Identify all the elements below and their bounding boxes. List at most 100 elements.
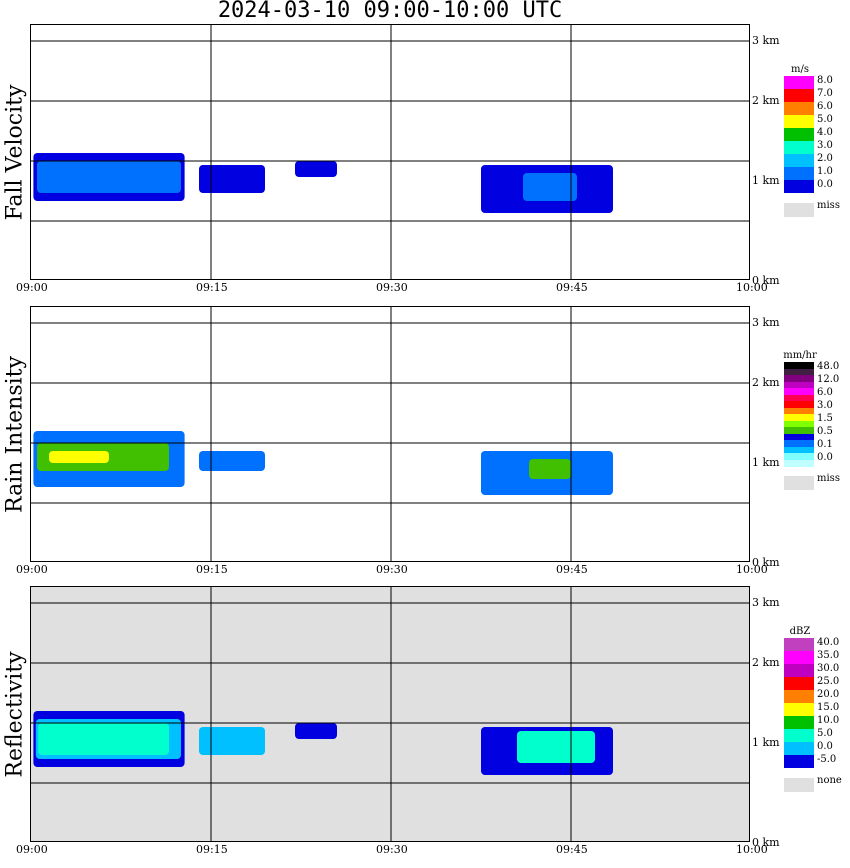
colorbar-swatch [784, 459, 814, 467]
colorbar-label: 10.0 [817, 715, 840, 726]
colorbar-title: mm/hr [783, 350, 817, 361]
colorbar-missing-swatch [784, 778, 814, 792]
colorbar-swatch [784, 677, 814, 690]
x-tick-label: 10:00 [736, 563, 768, 576]
x-tick-label: 09:45 [556, 281, 588, 294]
colorbar-missing-swatch [784, 476, 814, 490]
height-tick-label: 0 km [752, 556, 780, 569]
height-tick-label: 2 km [752, 94, 780, 107]
echo-region [523, 173, 577, 201]
echo-region [37, 161, 181, 193]
plot-svg [31, 25, 749, 279]
colorbar-swatch [784, 664, 814, 677]
colorbar-label: 5.0 [817, 114, 833, 125]
height-tick-label: 1 km [752, 174, 780, 187]
plot-svg [31, 307, 749, 561]
colorbar-label: 0.0 [817, 741, 833, 752]
colorbar-swatch [784, 89, 814, 102]
colorbar-swatch [784, 703, 814, 716]
height-tick-label: 1 km [752, 456, 780, 469]
colorbar-label: 0.0 [817, 452, 833, 463]
colorbar-swatch [784, 420, 814, 428]
colorbar-swatch [784, 115, 814, 128]
y-axis-label: Rain Intensity [2, 356, 28, 513]
colorbar-swatch [784, 375, 814, 382]
colorbar-missing-swatch [784, 203, 814, 217]
colorbar-swatch [784, 427, 814, 434]
colorbar-swatch [784, 394, 814, 402]
height-tick-label: 3 km [752, 596, 780, 609]
colorbar-label: 1.5 [817, 413, 833, 424]
x-tick-label: 09:30 [376, 843, 408, 856]
colorbar-swatch [784, 407, 814, 415]
x-tick-label: 09:45 [556, 843, 588, 856]
colorbar-swatch [784, 414, 814, 421]
x-tick-label: 09:00 [16, 563, 48, 576]
colorbar-label: 20.0 [817, 689, 840, 700]
colorbar-label: 6.0 [817, 101, 833, 112]
colorbar-label: 2.0 [817, 153, 833, 164]
colorbar-swatch [784, 362, 814, 369]
colorbar-swatch [784, 453, 814, 460]
height-tick-label: 0 km [752, 836, 780, 849]
panel-fall-velocity: Fall Velocity 09:00 09:15 09:30 09:45 10:00 3 … [0, 24, 850, 304]
x-tick-label: 09:00 [16, 843, 48, 856]
height-tick-label: 0 km [752, 274, 780, 287]
x-tick-label: 10:00 [736, 281, 768, 294]
x-tick-label: 09:30 [376, 281, 408, 294]
echo-region [295, 723, 337, 739]
colorbar-swatch [784, 381, 814, 389]
panel-reflectivity: Reflectivity 09:00 09:15 09:30 09:45 10:00 3 k… [0, 586, 850, 866]
colorbar-title: dBZ [789, 626, 811, 637]
colorbar-swatch [784, 651, 814, 664]
colorbar-title: m/s [791, 64, 809, 75]
colorbar-label: 35.0 [817, 650, 840, 661]
colorbar-swatch [784, 368, 814, 376]
colorbar-swatch [784, 755, 814, 768]
colorbar-label: 0.1 [817, 439, 833, 450]
echo-region [199, 165, 265, 193]
plot-area [30, 586, 750, 842]
colorbar-label: 48.0 [817, 361, 840, 372]
y-axis-label: Reflectivity [2, 651, 28, 778]
colorbar-label: 7.0 [817, 88, 833, 99]
colorbar-swatch [784, 433, 814, 441]
plot-area [30, 24, 750, 280]
colorbar-label: 0.5 [817, 426, 833, 437]
chart-title: 2024-03-10 09:00-10:00 UTC [217, 0, 563, 23]
colorbar-missing-label: miss [817, 200, 840, 211]
colorbar-label: 3.0 [817, 140, 833, 151]
colorbar-label: -5.0 [817, 754, 837, 765]
echo-region [38, 723, 170, 755]
x-tick-label: 09:15 [196, 843, 228, 856]
colorbar-swatch [784, 154, 814, 167]
height-tick-label: 3 km [752, 316, 780, 329]
echo-region [199, 727, 265, 755]
plot-svg [31, 587, 749, 841]
colorbar-missing-label: none [817, 775, 842, 786]
colorbar-label: 4.0 [817, 127, 833, 138]
height-tick-label: 1 km [752, 736, 780, 749]
colorbar-swatch [784, 690, 814, 703]
x-tick-label: 09:15 [196, 563, 228, 576]
colorbar-swatch [784, 729, 814, 742]
x-tick-label: 09:45 [556, 563, 588, 576]
colorbar-swatch [784, 742, 814, 755]
colorbar-swatch [784, 440, 814, 447]
colorbar-label: 8.0 [817, 75, 833, 86]
colorbar-swatch [784, 167, 814, 180]
colorbar-label: 3.0 [817, 400, 833, 411]
panel-rain-intensity: Rain Intensity 09:00 09:15 09:30 09:45 10:00 3… [0, 306, 850, 586]
colorbar-swatch [784, 141, 814, 154]
colorbar-label: 40.0 [817, 637, 840, 648]
colorbar-label: 12.0 [817, 374, 840, 385]
x-tick-label: 10:00 [736, 843, 768, 856]
echo-region [295, 161, 337, 177]
x-tick-label: 09:00 [16, 281, 48, 294]
colorbar-swatch [784, 446, 814, 454]
colorbar-label: 0.0 [817, 179, 833, 190]
x-tick-label: 09:15 [196, 281, 228, 294]
colorbar-missing-label: miss [817, 473, 840, 484]
plot-area [30, 306, 750, 562]
colorbar-swatch [784, 128, 814, 141]
